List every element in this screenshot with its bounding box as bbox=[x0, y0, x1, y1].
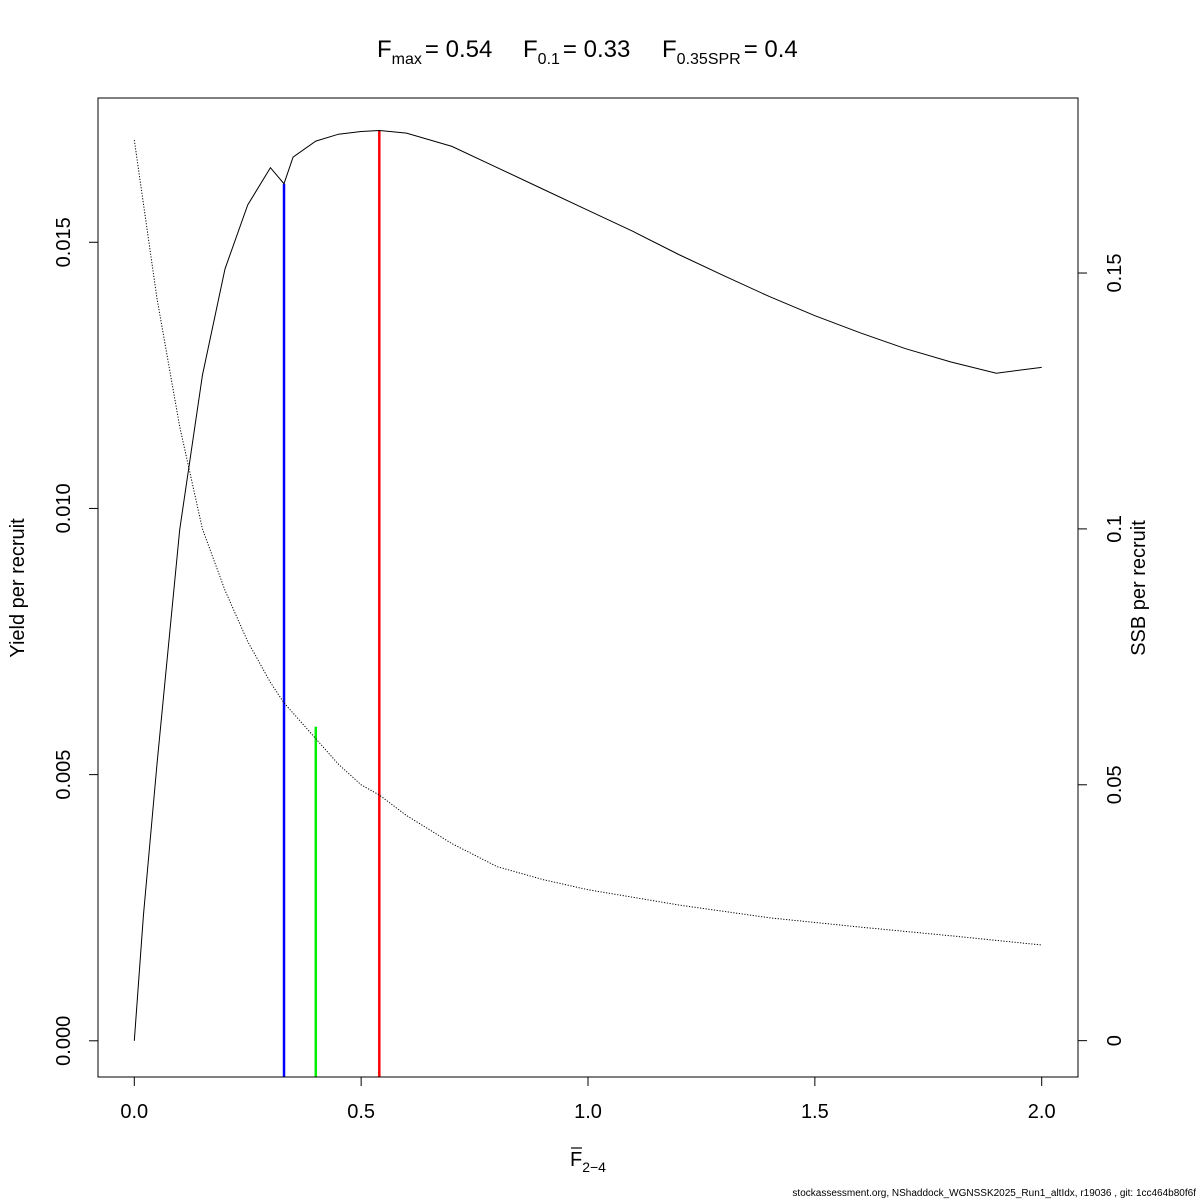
title-f01: F0.1 = 0.33 bbox=[523, 36, 630, 68]
y-right-tick-label: 0.05 bbox=[1104, 765, 1126, 804]
y-right-tick-label: 0.15 bbox=[1104, 254, 1126, 293]
y-left-tick-label: 0.015 bbox=[53, 217, 75, 267]
plot-frame bbox=[97, 97, 1079, 1078]
y-left-tick-label: 0.005 bbox=[53, 750, 75, 800]
x-axis: 0.0 0.5 1.0 1.5 2.0 bbox=[120, 1076, 1056, 1123]
reference-lines bbox=[282, 131, 381, 1077]
x-tick-label: 1.5 bbox=[801, 1101, 829, 1123]
series-lines bbox=[133, 129, 1042, 1041]
y-axis-right-label: SSB per recruit bbox=[1128, 520, 1150, 656]
y-left-tick-label: 0.000 bbox=[53, 1016, 75, 1066]
footer-text: stockassessment.org, NShaddock_WGNSSK202… bbox=[792, 1188, 1196, 1199]
y-right-tick-label: 0 bbox=[1104, 1035, 1126, 1046]
title-fmax: Fmax = 0.54 bbox=[377, 36, 492, 68]
y-axis-right: 0 0.05 0.1 0.15 bbox=[1077, 254, 1126, 1046]
x-tick-label: 2.0 bbox=[1028, 1101, 1056, 1123]
x-tick-label: 0.5 bbox=[347, 1101, 375, 1123]
chart-title: Fmax = 0.54 F0.1 = 0.33 F0.35SPR = 0.4 bbox=[377, 36, 798, 68]
y-axis-left: 0.000 0.005 0.010 0.015 bbox=[53, 217, 99, 1066]
title-fspr: F0.35SPR = 0.4 bbox=[662, 36, 798, 68]
y-right-tick-label: 0.1 bbox=[1104, 515, 1126, 543]
svg-text:F2−4: F2−4 bbox=[570, 1149, 606, 1175]
yield-per-recruit-line bbox=[133, 129, 1042, 1041]
x-tick-label: 1.0 bbox=[574, 1101, 602, 1123]
x-tick-label: 0.0 bbox=[120, 1101, 148, 1123]
y-left-tick-label: 0.010 bbox=[53, 483, 75, 533]
ssb-per-recruit-line bbox=[133, 139, 1042, 946]
y-axis-left-label: Yield per recruit bbox=[7, 518, 29, 658]
x-axis-label: F2−4 bbox=[570, 1147, 606, 1175]
